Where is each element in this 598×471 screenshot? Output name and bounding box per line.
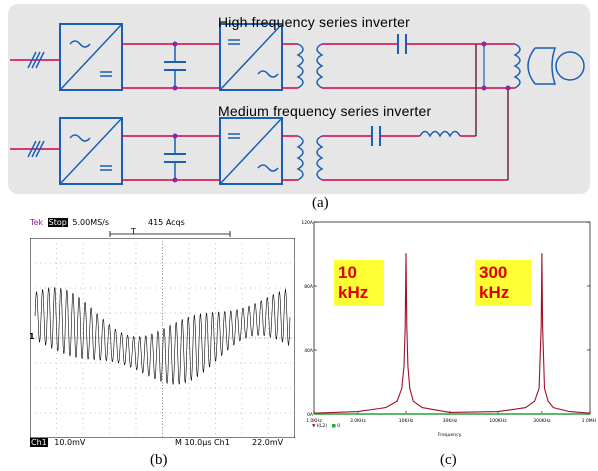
transformer-primary-top bbox=[296, 43, 304, 89]
label-10khz-value: 10 bbox=[338, 263, 357, 282]
rectifier-block-top bbox=[59, 23, 123, 91]
plot-frame bbox=[313, 221, 591, 415]
scope-channel: Ch1 bbox=[30, 438, 48, 447]
transformer-primary-bottom bbox=[296, 135, 304, 181]
scope-scale: 10.0mV bbox=[54, 438, 86, 447]
top-chain bbox=[10, 23, 585, 91]
spectrum-panel: 0A 40A 80A 120A 1.0KHz 3.0KHz 10KHz 30KHz 100KHz… bbox=[296, 214, 596, 444]
circuit-diagram bbox=[8, 4, 590, 194]
x-tick-label: 100KHz bbox=[489, 418, 507, 424]
series-il2-line bbox=[313, 253, 591, 414]
scope-timebase: M 10.0μs Ch1 bbox=[175, 438, 230, 447]
y-tick-label: 40A bbox=[304, 348, 314, 354]
caption-c: (c) bbox=[440, 452, 457, 468]
x-tick-label: 300KHz bbox=[533, 418, 551, 424]
inverter-block-top bbox=[219, 23, 283, 91]
spectrum-legend: ▼ I(L2) ■ 0 bbox=[312, 424, 341, 429]
peak-point bbox=[541, 253, 543, 255]
diagram-panel bbox=[8, 4, 590, 194]
spectrum-plot: 0A 40A 80A 120A 1.0KHz 3.0KHz 10KHz 30KHz 100KHz… bbox=[301, 220, 596, 424]
y-tick-label: 80A bbox=[304, 284, 314, 290]
spectrum-xlabel: Frequency bbox=[438, 433, 462, 438]
scope-acqs: 415 Acqs bbox=[148, 218, 185, 227]
label-300khz-value: 300 bbox=[479, 263, 508, 282]
label-10khz-unit: kHz bbox=[338, 283, 369, 302]
series-inductor-bottom bbox=[419, 130, 461, 138]
label-300khz-unit: kHz bbox=[479, 283, 510, 302]
scope-screen bbox=[30, 238, 295, 438]
medium-frequency-title: Medium frequency series inverter bbox=[218, 103, 432, 119]
high-frequency-title: High frequency series inverter bbox=[218, 14, 410, 30]
bottom-chain bbox=[10, 44, 511, 185]
scope-footer: Ch1 10.0mV M 10.0μs Ch1 22.0mV bbox=[30, 438, 295, 450]
inverter-block-bottom bbox=[219, 117, 283, 185]
scope-rate: 5.00MS/s bbox=[72, 218, 110, 227]
y-tick-label: 120A bbox=[301, 220, 314, 226]
x-tick-label: 1.0KHz bbox=[306, 418, 322, 424]
label-10khz: 10 kHz bbox=[334, 260, 384, 306]
peak-point bbox=[405, 253, 407, 255]
x-tick-label: 30KHz bbox=[443, 418, 458, 424]
work-coil-top bbox=[513, 43, 521, 89]
scope-trigger-level: 22.0mV bbox=[252, 438, 284, 447]
caption-a: (a) bbox=[312, 195, 329, 211]
scope-record-bar bbox=[109, 231, 231, 237]
transformer-secondary-bottom bbox=[316, 135, 324, 181]
load-coil bbox=[527, 47, 557, 85]
load-workpiece bbox=[555, 51, 585, 81]
scope-header: Tek Stop 5.00MS/s 415 Acqs bbox=[30, 218, 295, 230]
y-tick-label: 0A bbox=[307, 412, 314, 418]
transformer-secondary-top bbox=[316, 43, 324, 89]
x-tick-label: 1.0MHz bbox=[582, 418, 596, 424]
rectifier-block-bottom bbox=[59, 117, 123, 185]
legend-il2: I(L2) bbox=[316, 424, 328, 429]
scope-waveform bbox=[34, 286, 291, 386]
oscilloscope-panel: Tek Stop 5.00MS/s 415 Acqs T 1 Ch1 10.0m… bbox=[29, 218, 295, 450]
scope-ch1-marker: 1 bbox=[29, 332, 35, 341]
legend-zero: 0 bbox=[337, 424, 341, 429]
scope-brand: Tek bbox=[30, 218, 44, 227]
x-tick-label: 10KHz bbox=[399, 418, 414, 424]
x-tick-label: 3.0KHz bbox=[350, 418, 366, 424]
scope-state: Stop bbox=[47, 218, 68, 227]
label-300khz: 300 kHz bbox=[475, 260, 531, 306]
caption-b: (b) bbox=[150, 452, 168, 468]
three-phase-mark-top bbox=[27, 51, 37, 69]
scope-trigger-marker: T bbox=[131, 227, 136, 236]
